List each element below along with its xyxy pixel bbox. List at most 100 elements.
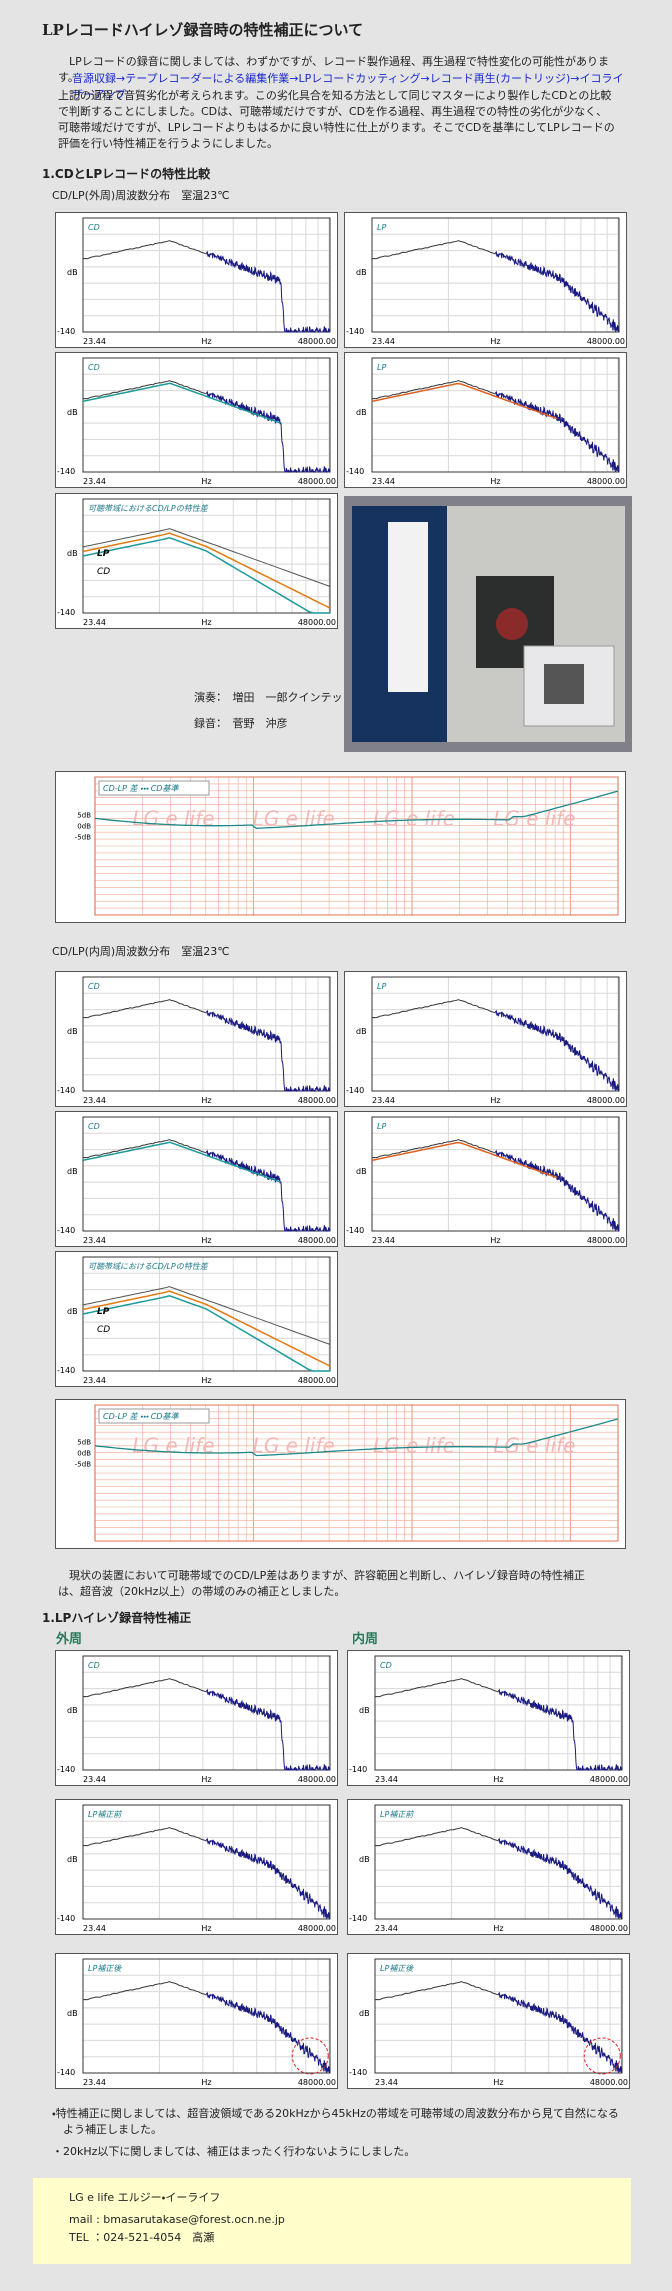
curve-label: LP [97, 549, 110, 559]
spectrum-panel: LP補正後 dB -140 23.44 Hz 48000.00 [347, 1953, 630, 2089]
curve-label: LP [97, 1307, 110, 1317]
y-tick-label: 0dB [77, 822, 91, 830]
x-max-label: 48000.00 [298, 1924, 336, 1933]
panel-label: CD [88, 223, 100, 232]
plot-frame [374, 1958, 623, 2074]
chart-caption: CD-LP 差 ・・・ CD基準 [103, 1412, 179, 1421]
watermark: LG e life [132, 806, 214, 830]
x-max-label: 48000.00 [298, 337, 336, 346]
y-axis-label: dB [356, 268, 367, 277]
watermark: LG e life [493, 806, 575, 830]
y-axis-label: dB [359, 2009, 370, 2018]
spectrum-curve [374, 1678, 499, 1698]
watermark: LG e life [373, 806, 455, 830]
y-axis-label: dB [356, 1167, 367, 1176]
y-min-label: -140 [346, 467, 364, 476]
conclusion: 現状の装置において可聴帯域でのCD/LP差はありますが、許容範囲と判断し、ハイレ… [58, 1569, 585, 1598]
spectrum-panel: LP dB -140 23.44 Hz 48000.00 [344, 212, 627, 348]
spectrum-curve [371, 380, 496, 400]
x-axis-label: Hz [201, 1376, 211, 1385]
x-max-label: 48000.00 [587, 1236, 625, 1245]
caption-box [98, 1408, 210, 1424]
x-max-label: 48000.00 [298, 1236, 336, 1245]
y-tick-label: -5dB [75, 833, 91, 841]
spectrum-curve [82, 532, 331, 609]
x-min-label: 23.44 [372, 1096, 395, 1105]
spectrum-curve [82, 1290, 331, 1367]
x-axis-label: Hz [201, 618, 211, 627]
x-axis-label: Hz [201, 1096, 211, 1105]
page-title: LPレコードハイレゾ録音時の特性補正について [42, 21, 364, 39]
x-axis-label: Hz [493, 1775, 503, 1784]
y-min-label: -140 [346, 1226, 364, 1235]
panel-label: LP [377, 223, 386, 232]
plot-frame [82, 1655, 331, 1771]
x-axis-label: Hz [490, 1096, 500, 1105]
y-axis-label: dB [67, 549, 78, 558]
intro-text: 上記の過程で音質劣化が考えられます。この劣化具合を知る方法として同じマスターによ… [58, 89, 615, 150]
x-axis-label: Hz [493, 1924, 503, 1933]
footer-name: LG e life エルジー・イーライフ [69, 2191, 221, 2204]
x-axis-label: Hz [201, 1775, 211, 1784]
y-axis-label: dB [67, 268, 78, 277]
spectrum-panel: CD dB -140 23.44 Hz 48000.00 [55, 1111, 338, 1247]
spectrum-curve [82, 1141, 281, 1183]
note: ・20kHz以下に関しましては、補正はまったく行わないようにしました。 [52, 2145, 416, 2158]
spectrum-curve [498, 1688, 622, 1772]
curve-label: CD [97, 567, 110, 577]
panel-bg [55, 1953, 338, 2089]
x-max-label: 48000.00 [587, 477, 625, 486]
spectrum-panel: LP dB -140 23.44 Hz 48000.00 [344, 352, 627, 488]
x-min-label: 23.44 [83, 1236, 106, 1245]
y-min-label: -140 [349, 2068, 367, 2077]
spectrum-curve [82, 528, 331, 587]
spectrum-curve [495, 250, 619, 333]
plot-frame [82, 217, 331, 333]
difference-chart: LG e life LG e life LG e life LG e life5dB0… [55, 771, 626, 923]
panel-bg [347, 1650, 630, 1786]
spectrum-curve [498, 1837, 622, 1920]
panel-bg [55, 1399, 626, 1549]
y-axis-label: dB [67, 2009, 78, 2018]
x-min-label: 23.44 [83, 1096, 106, 1105]
panel-bg [344, 971, 627, 1107]
intro-text: LPレコードの録音に関しましては、わずかですが、レコード製作過程、再生過程で特性… [58, 55, 609, 84]
x-axis-label: Hz [493, 2078, 503, 2087]
spectrum-curve [82, 537, 330, 614]
spectrum-curve [82, 240, 207, 260]
panel-label: CD [88, 1661, 100, 1670]
y-axis-label: dB [359, 1855, 370, 1864]
panel-bg [55, 1650, 338, 1786]
x-axis-label: Hz [201, 477, 211, 486]
x-min-label: 23.44 [372, 337, 395, 346]
y-min-label: -140 [57, 1765, 75, 1774]
x-max-label: 48000.00 [587, 337, 625, 346]
plot-frame [82, 1958, 331, 2074]
note: ・特性補正に関しましては、超音波領域である20kHzから45kHzの帯域を可聴帯… [52, 2107, 619, 2136]
y-axis-label: dB [67, 1307, 78, 1316]
spectrum-panel: LP補正後 dB -140 23.44 Hz 48000.00 [55, 1953, 338, 2089]
spectrum-curve [206, 390, 330, 474]
x-min-label: 23.44 [372, 477, 395, 486]
y-axis-label: dB [67, 1706, 78, 1715]
x-min-label: 23.44 [83, 337, 106, 346]
footer-tel: TEL ：024-521-4054 高瀬 [69, 2231, 215, 2244]
watermark: LG e life [132, 1434, 214, 1458]
y-min-label: -140 [57, 608, 75, 617]
spectrum-panel: CD dB -140 23.44 Hz 48000.00 [55, 352, 338, 488]
x-min-label: 23.44 [83, 1376, 106, 1385]
y-min-label: -140 [57, 327, 75, 336]
spectrum-curve [495, 1149, 619, 1232]
x-max-label: 48000.00 [590, 1775, 628, 1784]
album-flower [496, 608, 528, 640]
caption-box [98, 780, 210, 796]
spectrum-panel: LP補正前 dB -140 23.44 Hz 48000.00 [55, 1799, 338, 1935]
spectrum-curve [374, 1981, 499, 2001]
x-axis-label: Hz [201, 337, 211, 346]
spectrum-panel: CD dB -140 23.44 Hz 48000.00 [55, 212, 338, 348]
album-insert-art [544, 664, 584, 704]
y-min-label: -140 [57, 1226, 75, 1235]
spectrum-curve [498, 1991, 622, 2074]
spectrum-panel: CD dB -140 23.44 Hz 48000.00 [55, 1650, 338, 1786]
chart-caption: CD-LP 差 ・・・ CD基準 [103, 784, 179, 793]
